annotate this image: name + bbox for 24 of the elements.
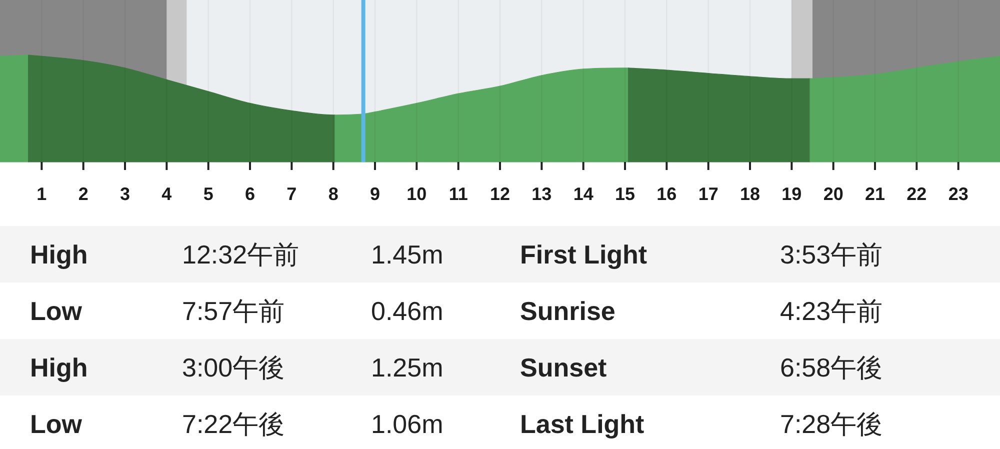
x-tick-label: 3 bbox=[120, 184, 130, 204]
x-tick-label: 15 bbox=[614, 184, 636, 204]
x-tick-label: 2 bbox=[78, 184, 88, 204]
x-tick-label: 13 bbox=[532, 184, 552, 204]
x-tick-label: 5 bbox=[203, 184, 214, 204]
x-tick-label: 23 bbox=[948, 184, 968, 204]
x-tick-label: 14 bbox=[573, 184, 594, 204]
x-tick-label: 8 bbox=[328, 184, 338, 204]
x-tick-label: 4 bbox=[162, 184, 172, 204]
x-tick-label: 11 bbox=[448, 184, 468, 204]
x-tick-label: 7 bbox=[286, 184, 297, 204]
x-tick-label: 20 bbox=[823, 184, 844, 204]
x-tick-label: 6 bbox=[244, 184, 256, 204]
x-tick-label: 18 bbox=[740, 184, 760, 204]
x-tick-label: 17 bbox=[698, 184, 718, 204]
x-tick-label: 21 bbox=[864, 184, 886, 204]
x-tick-label: 12 bbox=[490, 184, 510, 204]
x-tick-label: 16 bbox=[656, 184, 677, 204]
x-tick-label: 22 bbox=[906, 184, 927, 204]
x-tick-label: 1 bbox=[36, 184, 47, 204]
x-tick-label: 19 bbox=[782, 184, 802, 204]
x-tick-label: 9 bbox=[370, 184, 380, 204]
table: High 12:32午前 1.45m First Light 3:53午前 Low 7:57午前 0.46m Sunrise 4:23午前 High 3:00午後 1.25m Sunset 6:58午後 Low 7:22午後 1.06m Last Light 7:28午後 bbox=[0, 226, 1000, 439]
x-tick-label: 10 bbox=[406, 184, 427, 204]
